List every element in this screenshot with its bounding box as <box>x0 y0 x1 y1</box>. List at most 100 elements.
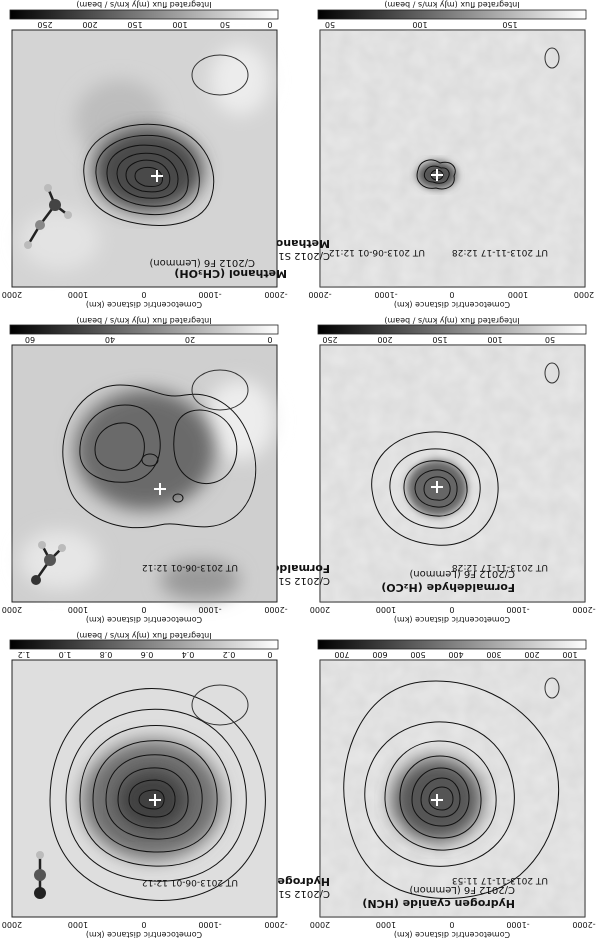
x-tick: 0 <box>449 920 454 929</box>
contour-line <box>364 721 515 867</box>
x-tick: -2000 <box>264 920 287 929</box>
colorbar-tick: 0 <box>267 335 272 344</box>
colorbar-tick: 250 <box>322 335 337 344</box>
colorbar-label: Integrated flux (mJy km/s / beam) <box>76 631 211 640</box>
colorbar-tick: 200 <box>82 20 97 29</box>
colorbar-tick: 0.6 <box>141 650 154 659</box>
x-tick: 1000 <box>376 605 396 614</box>
x-axis-label: Cometocentric distance (km) <box>394 615 510 624</box>
x-tick: 1000 <box>376 920 396 929</box>
contour-line <box>65 708 247 882</box>
colorbar-tick: 400 <box>448 650 463 659</box>
contour-line <box>423 165 450 184</box>
colorbar-label: Integrated flux (mJy km/s / beam) <box>384 0 519 9</box>
colorbar-tick: 200 <box>377 335 392 344</box>
beam-ellipse <box>544 677 560 699</box>
colorbar <box>317 324 587 335</box>
colorbar-tick: 200 <box>524 650 539 659</box>
contour-line <box>83 123 215 226</box>
colorbar-tick: 150 <box>502 20 517 29</box>
x-tick: 1000 <box>68 290 88 299</box>
contour-line <box>416 159 456 190</box>
colorbar-tick: 0.8 <box>100 650 113 659</box>
colorbar-tick: 1.2 <box>18 650 31 659</box>
comet-label: C/2012 F6 (Lemmon) <box>409 884 515 895</box>
x-tick: 0 <box>449 290 454 299</box>
colorbar-label: Integrated flux (mJy km/s / beam) <box>76 316 211 325</box>
emission-core <box>371 431 499 546</box>
contour-line <box>79 725 232 867</box>
x-tick: -1000 <box>198 290 221 299</box>
comet-label: C/2012 F6 (Lemmon) <box>409 568 515 579</box>
time-label: UT 2013-06-01 12:12 <box>329 247 425 257</box>
contour-line <box>138 789 165 810</box>
colorbar-tick: 150 <box>432 335 447 344</box>
comet-label: C/2012 F6 (Lemmon) <box>149 257 255 268</box>
nucleus-marker <box>151 170 163 182</box>
colorbar-tick: 50 <box>325 20 335 29</box>
nucleus-marker <box>431 794 443 806</box>
x-tick: 2000 <box>2 920 22 929</box>
molecule-icon <box>31 541 66 585</box>
x-tick: -1000 <box>198 605 221 614</box>
molecule-icon <box>34 851 46 899</box>
colorbar-tick: 150 <box>127 20 142 29</box>
molecule-icon <box>24 184 72 249</box>
colorbar-tick: 250 <box>37 20 52 29</box>
panel-methanol-ison: Methanol (CH₃OH) C/2012 S1 (ISON) UT 201… <box>217 0 594 309</box>
colorbar-tick: 100 <box>412 20 427 29</box>
contour-line <box>125 159 171 193</box>
molecule-label: Methanol (CH₃OH) <box>174 267 287 280</box>
contour-line <box>92 740 218 853</box>
colorbar <box>317 639 587 650</box>
x-tick: 2000 <box>574 290 594 299</box>
contour-line <box>411 767 470 827</box>
x-axis-label: Cometocentric distance (km) <box>394 930 510 939</box>
nucleus-marker <box>149 794 161 806</box>
contour-line <box>116 152 179 199</box>
contour-line <box>399 755 482 839</box>
contour-line <box>49 688 266 901</box>
x-axis-label: Cometocentric distance (km) <box>86 615 202 624</box>
colorbar-tick: 500 <box>410 650 425 659</box>
x-tick: -2000 <box>308 290 331 299</box>
time-label: UT 2013-11-17 12:28 <box>452 247 548 257</box>
nucleus-marker <box>431 481 443 493</box>
colorbar-tick: 100 <box>172 20 187 29</box>
contour-line <box>62 384 257 529</box>
beam-ellipse <box>191 369 249 411</box>
x-tick: 0 <box>141 290 146 299</box>
x-tick: 2000 <box>310 605 330 614</box>
x-tick: -1000 <box>506 605 529 614</box>
x-tick: 2000 <box>2 290 22 299</box>
colorbar-tick: 300 <box>486 650 501 659</box>
contour-line <box>79 404 161 483</box>
colorbar-tick: 0.2 <box>223 650 236 659</box>
contour-line <box>371 431 499 546</box>
colorbar-tick: 1.0 <box>59 650 72 659</box>
beam-ellipse <box>544 362 560 384</box>
comet-label: C/2012 S1 (ISON) <box>243 888 330 899</box>
comet-label: C/2012 S1 (ISON) <box>243 575 330 586</box>
contour-line <box>389 448 481 529</box>
contour-line <box>414 469 458 508</box>
x-tick: -2000 <box>264 290 287 299</box>
x-tick: -1000 <box>198 920 221 929</box>
comet-label: C/2012 S1 (ISON) <box>243 250 330 261</box>
x-tick: -2000 <box>264 605 287 614</box>
colorbar-tick: 0 <box>267 650 272 659</box>
time-label: UT 2013-06-01 12:12 <box>142 562 238 572</box>
contour-line <box>423 476 451 501</box>
colorbar-tick: 100 <box>562 650 577 659</box>
colorbar-tick: 700 <box>334 650 349 659</box>
contour-line <box>128 779 176 818</box>
panel-formaldehyde-ison: Formaldehyde (H₂CO) C/2012 S1 (ISON) UT … <box>196 316 595 624</box>
colorbar-tick: 60 <box>25 335 35 344</box>
panel-hcn-ison: Hydrogen cyanide (HCN) C/2012 S1 (ISON) … <box>177 639 596 939</box>
x-tick: 0 <box>141 920 146 929</box>
colorbar-label: Integrated flux (mJy km/s / beam) <box>76 0 211 9</box>
colorbar-tick: 40 <box>105 335 115 344</box>
x-tick: 1000 <box>508 290 528 299</box>
map-noise <box>320 30 585 287</box>
